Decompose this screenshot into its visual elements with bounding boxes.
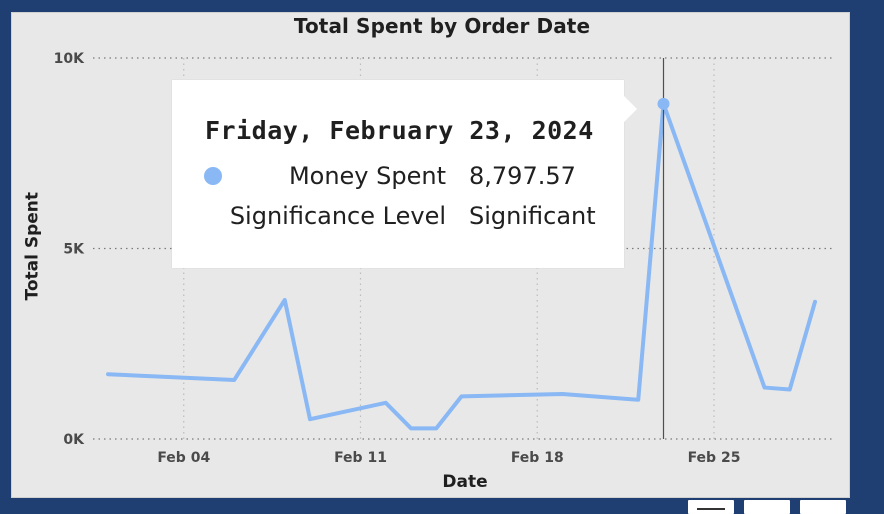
highlight-layer — [657, 58, 670, 439]
tooltip-label: Money Spent — [288, 162, 446, 190]
series-point[interactable] — [106, 372, 110, 376]
y-tick-label: 5K — [63, 242, 85, 258]
series-point[interactable] — [636, 398, 640, 402]
tooltip-label: Significance Level — [229, 202, 446, 230]
y-tick-label: 0K — [63, 432, 85, 448]
series-layer[interactable] — [106, 101, 817, 431]
series-point[interactable] — [384, 401, 388, 405]
tooltip-row-significance-level: Significance Level Significant — [172, 202, 624, 236]
series-point[interactable] — [434, 426, 438, 430]
chart-title: Total Spent by Order Date — [293, 14, 591, 38]
bottom-toolbar-strip — [0, 498, 884, 514]
series-point[interactable] — [308, 417, 312, 421]
highlight-point — [657, 97, 670, 110]
series-point[interactable] — [788, 387, 792, 391]
series-legend-dot-icon — [204, 167, 222, 185]
series-point[interactable] — [283, 298, 287, 302]
tooltip-row-money-spent: Money Spent 8,797.57 — [172, 162, 624, 196]
money-spent-line[interactable] — [106, 101, 817, 431]
tooltip-value: Significant — [469, 202, 596, 230]
x-tick-label: Feb 11 — [334, 450, 387, 466]
series-point[interactable] — [409, 426, 413, 430]
series-point[interactable] — [459, 394, 463, 398]
toolbar-button-left[interactable] — [688, 500, 734, 514]
x-tick-label: Feb 04 — [157, 450, 210, 466]
toolbar-button-right[interactable] — [800, 500, 846, 514]
y-axis-title: Total Spent — [22, 191, 43, 301]
tooltip-value: 8,797.57 — [469, 162, 576, 190]
x-tick-label: Feb 18 — [511, 450, 564, 466]
chart-tooltip: Friday, February 23, 2024 Money Spent 8,… — [172, 80, 637, 268]
toolbar-button-middle[interactable] — [744, 500, 790, 514]
series-point[interactable] — [560, 392, 564, 396]
series-point[interactable] — [232, 378, 236, 382]
series-point[interactable] — [813, 300, 817, 304]
y-tick-label: 10K — [54, 51, 85, 67]
axis-layer: 0K 5K 10K Feb 04 Feb 11 Feb 18 Feb 25 — [54, 51, 741, 466]
x-axis-title: Date — [442, 472, 488, 492]
series-point[interactable] — [762, 385, 766, 389]
tooltip-date-title: Friday, February 23, 2024 — [205, 116, 594, 145]
x-tick-label: Feb 25 — [688, 450, 741, 466]
